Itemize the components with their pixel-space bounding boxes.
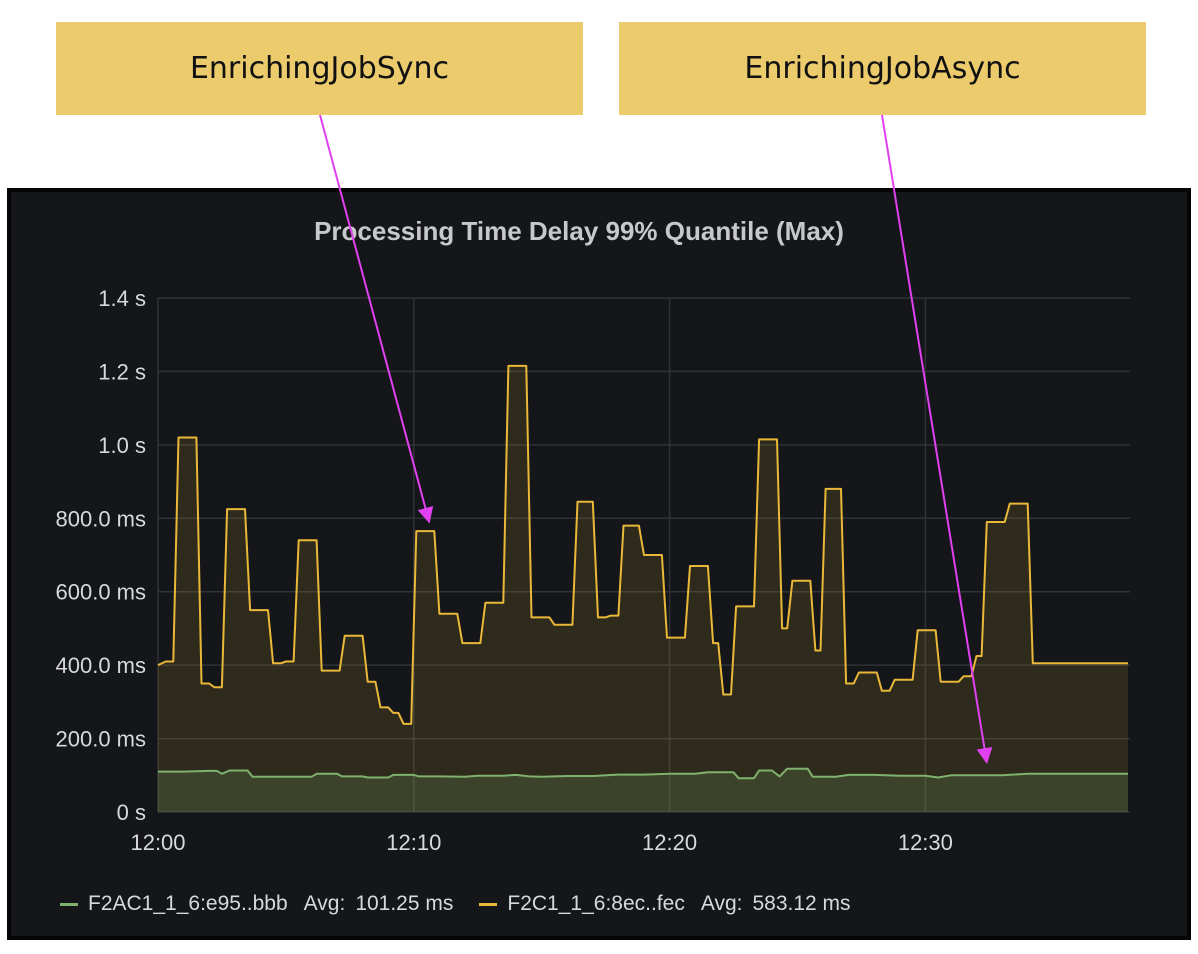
x-tick-label: 12:10 (386, 830, 441, 855)
legend-series-name: F2AC1_1_6:e95..bbb (88, 892, 288, 915)
annotation-async-text: EnrichingJobAsync (744, 51, 1021, 86)
legend-item-sync[interactable]: F2C1_1_6:8ec..fec Avg: 583.12 ms (479, 892, 851, 916)
annotation-sync-text: EnrichingJobSync (189, 51, 450, 86)
y-tick-label: 1.0 s (98, 433, 146, 458)
y-tick-label: 800.0 ms (56, 506, 147, 531)
y-tick-label: 0 s (117, 800, 146, 825)
legend-avg-label: Avg: (303, 892, 346, 915)
x-tick-label: 12:30 (898, 830, 953, 855)
series-area-0 (158, 365, 1128, 812)
grid-lines (157, 297, 1130, 813)
legend-swatch-async (60, 902, 78, 906)
chart-panel (7, 188, 1191, 940)
annotation-arrows (319, 114, 993, 765)
annotation-arrow-async (881, 114, 993, 765)
legend-series-name: F2C1_1_6:8ec..fec (507, 892, 685, 915)
axis-tick-labels: 0 s 200.0 ms 400.0 ms 600.0 ms 800.0 ms 1.0 s… (56, 286, 953, 855)
legend-swatch-sync (479, 902, 498, 906)
series-area-1 (158, 768, 1128, 812)
series-line-1[interactable] (158, 767, 1128, 780)
x-tick-label: 12:20 (642, 830, 697, 855)
y-tick-label: 600.0 ms (56, 580, 147, 605)
legend-item-async[interactable]: F2AC1_1_6:e95..bbb Avg: 101.25 ms (60, 892, 453, 916)
annotation-sync-label: EnrichingJobSync (56, 22, 583, 115)
annotation-async-label: EnrichingJobAsync (619, 22, 1146, 115)
annotation-arrow-sync (319, 114, 434, 524)
legend-avg-label: Avg: (700, 892, 743, 915)
legend-avg-value: 583.12 ms (752, 892, 851, 915)
y-tick-label: 200.0 ms (56, 727, 147, 752)
chart-legend: F2AC1_1_6:e95..bbb Avg: 101.25 ms F2C1_1… (60, 890, 851, 918)
legend-avg-value: 101.25 ms (355, 892, 454, 915)
y-tick-label: 1.2 s (98, 359, 146, 384)
y-tick-label: 400.0 ms (56, 653, 147, 678)
series-layer (157, 364, 1128, 812)
x-tick-label: 12:00 (130, 830, 185, 855)
chart-title: Processing Time Delay 99% Quantile (Max) (314, 216, 844, 246)
series-line-0[interactable] (157, 364, 1128, 725)
y-tick-label: 1.4 s (98, 286, 146, 311)
